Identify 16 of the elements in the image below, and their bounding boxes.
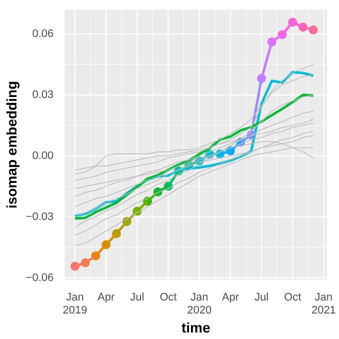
x-tick-label: Oct [284,291,302,304]
y-tick-label: −0.06 [26,272,54,284]
x-tick-label: Jan 2019 [62,291,88,317]
x-tick-label: Jan 2021 [311,291,336,317]
y-tick-label: −0.03 [26,210,54,223]
y-tick-label: 0.00 [32,150,54,162]
x-axis-title: time [181,319,210,336]
x-tick-label: Oct [160,291,177,304]
y-tick-label: 0.03 [32,88,54,101]
x-tick-label: Jul [130,291,144,304]
x-tick-label: Apr [98,291,115,304]
x-tick-label: Apr [222,291,240,304]
y-tick-label: 0.06 [32,28,54,40]
x-tick-label: Jul [254,291,269,304]
y-axis-title: isomap embedding [3,80,20,208]
x-tick-label: Jan 2020 [187,291,212,317]
